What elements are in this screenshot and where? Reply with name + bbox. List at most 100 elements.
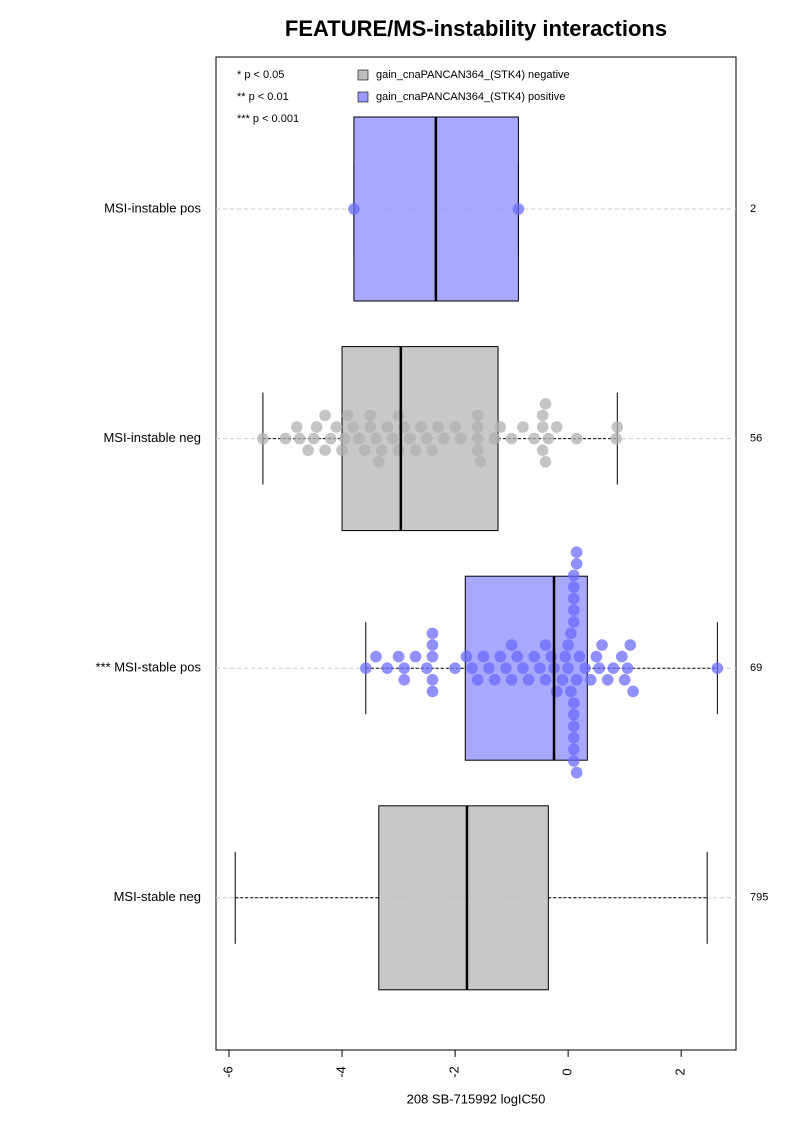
- point: [426, 685, 439, 698]
- point: [477, 650, 490, 663]
- point: [348, 203, 360, 215]
- count-label: 795: [750, 892, 768, 904]
- point: [426, 639, 439, 651]
- point: [505, 674, 518, 686]
- point: [565, 627, 577, 640]
- point: [567, 697, 580, 709]
- point: [471, 409, 484, 422]
- point: [621, 662, 634, 674]
- point: [381, 662, 394, 674]
- point: [293, 432, 306, 445]
- point: [596, 639, 608, 651]
- point: [500, 662, 512, 674]
- point: [567, 720, 580, 732]
- point: [573, 650, 586, 663]
- point: [404, 432, 416, 445]
- point: [372, 456, 385, 468]
- point: [353, 432, 365, 445]
- point: [562, 662, 574, 674]
- point: [570, 432, 583, 445]
- count-label: 56: [750, 433, 762, 445]
- point: [415, 421, 427, 433]
- point: [539, 639, 552, 651]
- point: [319, 444, 331, 457]
- point: [449, 421, 461, 433]
- point: [505, 639, 518, 651]
- point: [330, 421, 343, 433]
- point: [370, 432, 382, 445]
- box: [378, 805, 549, 991]
- point: [381, 421, 394, 433]
- point: [512, 203, 525, 215]
- x-tick-label: 0: [560, 1068, 575, 1075]
- point: [279, 432, 292, 445]
- point: [528, 650, 541, 663]
- point: [559, 650, 572, 663]
- point: [324, 432, 337, 445]
- y-tick-label: MSI-stable neg: [114, 889, 201, 904]
- point: [601, 674, 614, 686]
- point: [567, 569, 580, 582]
- point: [494, 421, 507, 433]
- point: [567, 581, 580, 593]
- x-axis-label: 208 SB-715992 logIC50: [407, 1091, 546, 1106]
- point: [409, 444, 422, 457]
- point: [570, 674, 583, 686]
- point: [579, 662, 591, 674]
- legend-label: gain_cnaPANCAN364_(STK4) negative: [376, 69, 570, 81]
- point: [607, 662, 620, 674]
- point: [291, 421, 303, 433]
- point: [488, 674, 501, 686]
- point: [488, 432, 501, 445]
- point: [624, 639, 637, 651]
- y-tick-label: MSI-instable pos: [104, 200, 201, 215]
- point: [302, 444, 314, 457]
- point: [551, 421, 563, 433]
- point: [483, 662, 495, 674]
- point: [570, 766, 583, 779]
- point: [494, 650, 507, 663]
- point: [336, 444, 348, 457]
- point: [517, 662, 529, 674]
- point: [471, 421, 484, 433]
- point: [319, 409, 331, 422]
- point: [567, 616, 580, 628]
- point: [471, 674, 484, 686]
- point: [421, 432, 433, 445]
- point: [454, 432, 467, 445]
- point: [534, 662, 546, 674]
- point: [364, 409, 377, 422]
- point: [409, 650, 422, 663]
- point: [528, 432, 541, 445]
- point: [466, 662, 478, 674]
- point: [567, 743, 580, 756]
- point: [387, 432, 399, 445]
- x-tick-label: 2: [673, 1068, 688, 1075]
- note: ** p < 0.01: [237, 91, 289, 103]
- point: [339, 432, 351, 445]
- point: [517, 421, 529, 433]
- point: [392, 409, 405, 422]
- point: [426, 627, 439, 640]
- point: [562, 639, 574, 651]
- point: [474, 456, 487, 468]
- legend-swatch: [357, 69, 369, 81]
- point: [398, 674, 411, 686]
- point: [536, 409, 549, 422]
- point: [364, 421, 377, 433]
- count-label: 2: [750, 203, 756, 215]
- point: [460, 650, 473, 663]
- point: [567, 708, 580, 721]
- point: [539, 674, 552, 686]
- point: [375, 444, 388, 457]
- point: [370, 650, 382, 663]
- point: [522, 674, 535, 686]
- point: [257, 432, 269, 445]
- point: [711, 662, 724, 674]
- point: [426, 674, 439, 686]
- point: [570, 546, 583, 558]
- point: [627, 685, 639, 698]
- point: [593, 662, 606, 674]
- point: [539, 456, 552, 468]
